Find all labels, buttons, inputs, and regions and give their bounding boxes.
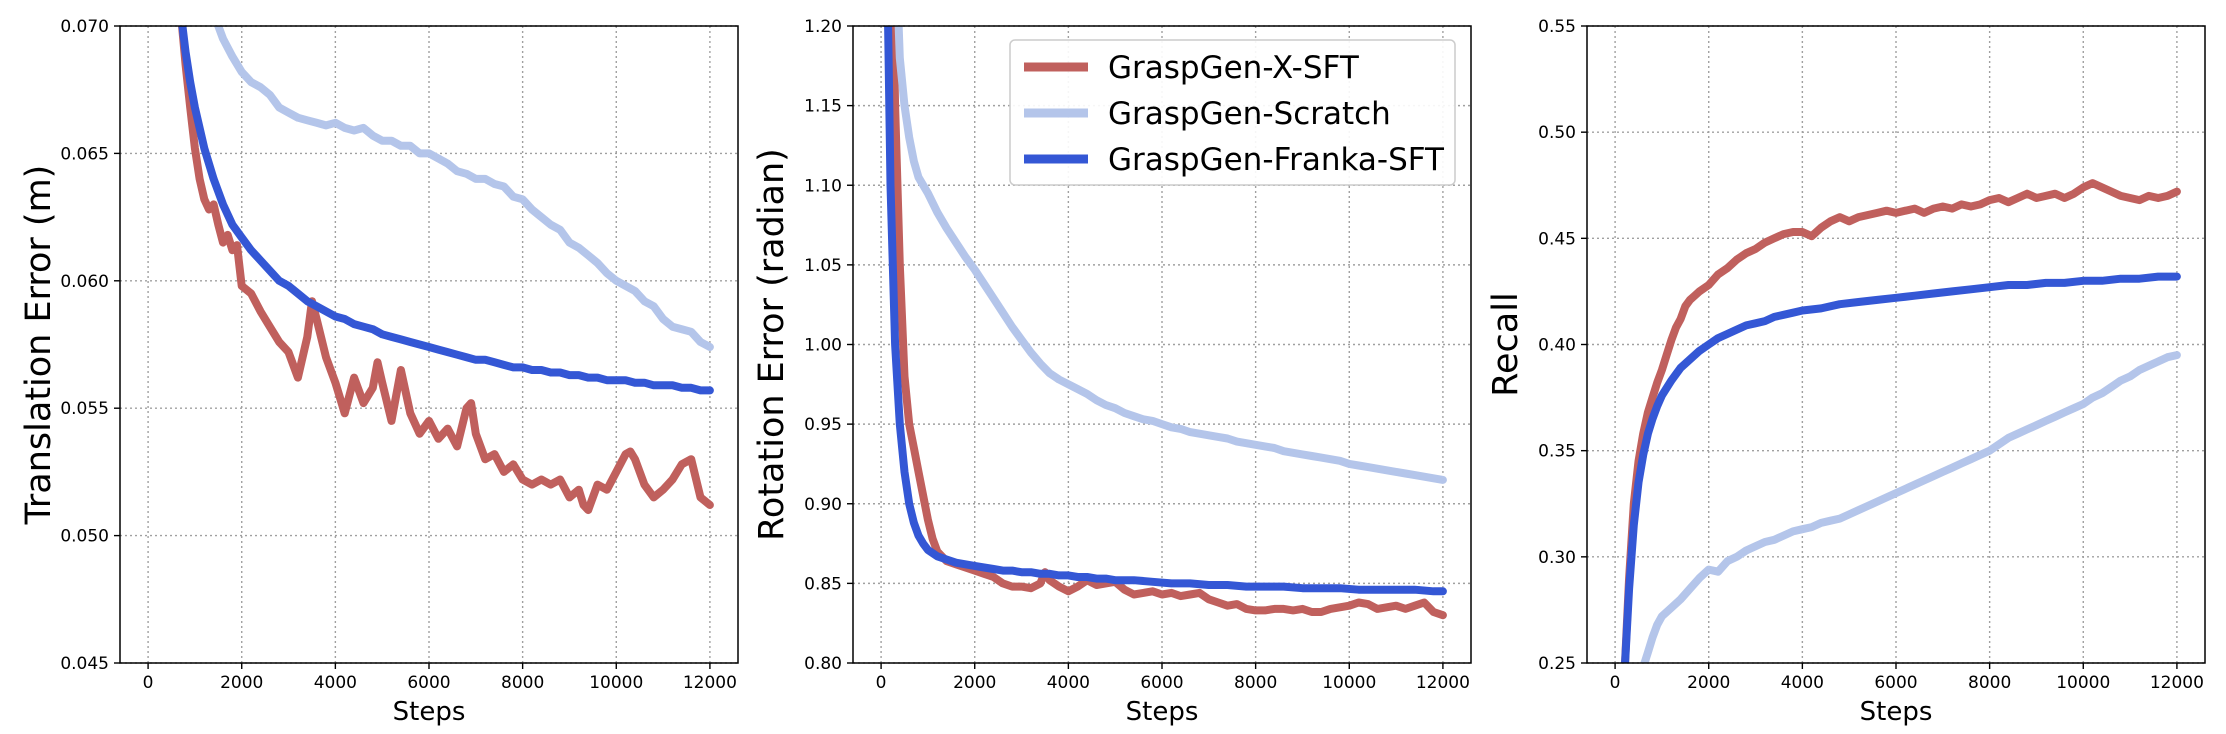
series-line-graspgen-franka-sft — [178, 26, 714, 395]
series-group — [1621, 179, 2181, 663]
chart-panel-2: 0 2000 4000 6000 8000 10000 12000 0.80 0.85 0.90 0… — [752, 17, 1472, 727]
x-tick-label: 0 — [143, 673, 154, 693]
x-tick-label: 6000 — [1874, 673, 1917, 693]
y-tick-label: 0.35 — [1538, 442, 1576, 462]
y-tick-label: 0.45 — [1538, 229, 1576, 249]
series-line-graspgen-scratch — [894, 26, 1447, 484]
y-tick-label: 0.060 — [60, 272, 109, 292]
legend-label-graspgen-scratch: GraspGen-Scratch — [1108, 96, 1391, 132]
y-tick-label: 0.050 — [60, 527, 109, 547]
chart-panel-3: 0 2000 4000 6000 8000 10000 12000 0.25 0.30 0.35 0… — [1486, 17, 2206, 727]
x-tick-label: 0 — [1610, 673, 1621, 693]
y-tick-label: 0.85 — [804, 574, 842, 594]
x-tick-label: 4000 — [1047, 673, 1090, 693]
y-tick-label: 1.10 — [804, 176, 842, 196]
x-tick-label: 8000 — [1234, 673, 1277, 693]
series-line-graspgen-x-sft — [178, 26, 714, 515]
series-line-graspgen-franka-sft — [1621, 272, 2181, 663]
x-tick-label: 4000 — [314, 673, 357, 693]
x-tick-label: 12000 — [683, 673, 737, 693]
series-line-graspgen-franka-sft — [884, 26, 1447, 596]
series-line-graspgen-x-sft — [1621, 179, 2181, 663]
y-axis-label: Rotation Error (radian) — [752, 148, 792, 541]
series-line-graspgen-scratch — [1640, 351, 2181, 663]
x-tick-label: 10000 — [1322, 673, 1376, 693]
x-tick-label: 10000 — [2056, 673, 2110, 693]
x-tick-label: 0 — [876, 673, 887, 693]
y-tick-label: 1.05 — [804, 256, 842, 276]
y-tick-label: 0.065 — [60, 144, 109, 164]
y-tick-label: 0.55 — [1538, 17, 1576, 37]
chart-panel-1: 0 2000 4000 6000 8000 10000 12000 0.045 0.050 0.0… — [19, 17, 739, 727]
y-tick-label: 0.80 — [804, 654, 842, 674]
grid-lines — [1587, 25, 2205, 664]
series-line-graspgen-scratch — [214, 26, 714, 351]
legend-label-graspgen-franka-sft: GraspGen-Franka-SFT — [1108, 142, 1445, 178]
y-tick-label: 1.00 — [804, 336, 842, 356]
y-tick-label: 1.15 — [804, 97, 842, 117]
y-tick-label: 0.25 — [1538, 654, 1576, 674]
y-tick-label: 0.070 — [60, 17, 109, 37]
y-axis-label: Translation Error (m) — [19, 165, 59, 526]
y-tick-label: 0.40 — [1538, 336, 1576, 356]
y-tick-label: 0.30 — [1538, 548, 1576, 568]
y-tick-label: 0.90 — [804, 495, 842, 515]
x-axis-label: Steps — [1126, 697, 1199, 727]
x-tick-label: 2000 — [1687, 673, 1730, 693]
legend: GraspGen-X-SFT GraspGen-Scratch GraspGen-F… — [1009, 39, 1456, 186]
x-tick-label: 10000 — [589, 673, 643, 693]
x-axis-label: Steps — [393, 697, 466, 727]
x-tick-label: 8000 — [1968, 673, 2011, 693]
x-axis-label: Steps — [1860, 697, 1933, 727]
y-tick-label: 0.045 — [60, 654, 109, 674]
y-tick-label: 0.95 — [804, 415, 842, 435]
x-tick-label: 6000 — [1140, 673, 1183, 693]
x-tick-label: 6000 — [407, 673, 450, 693]
legend-label-graspgen-x-sft: GraspGen-X-SFT — [1108, 50, 1360, 86]
x-tick-label: 2000 — [953, 673, 996, 693]
legend-box — [1009, 39, 1456, 186]
y-axis-label: Recall — [1486, 292, 1526, 396]
x-tick-label: 12000 — [1416, 673, 1470, 693]
y-tick-label: 1.20 — [804, 17, 842, 37]
y-tick-label: 0.055 — [60, 399, 109, 419]
x-tick-label: 8000 — [501, 673, 544, 693]
x-tick-label: 4000 — [1781, 673, 1824, 693]
x-tick-label: 2000 — [220, 673, 263, 693]
series-group — [884, 26, 1447, 620]
series-group — [178, 26, 714, 515]
y-tick-label: 0.50 — [1538, 123, 1576, 143]
x-tick-label: 12000 — [2150, 673, 2204, 693]
